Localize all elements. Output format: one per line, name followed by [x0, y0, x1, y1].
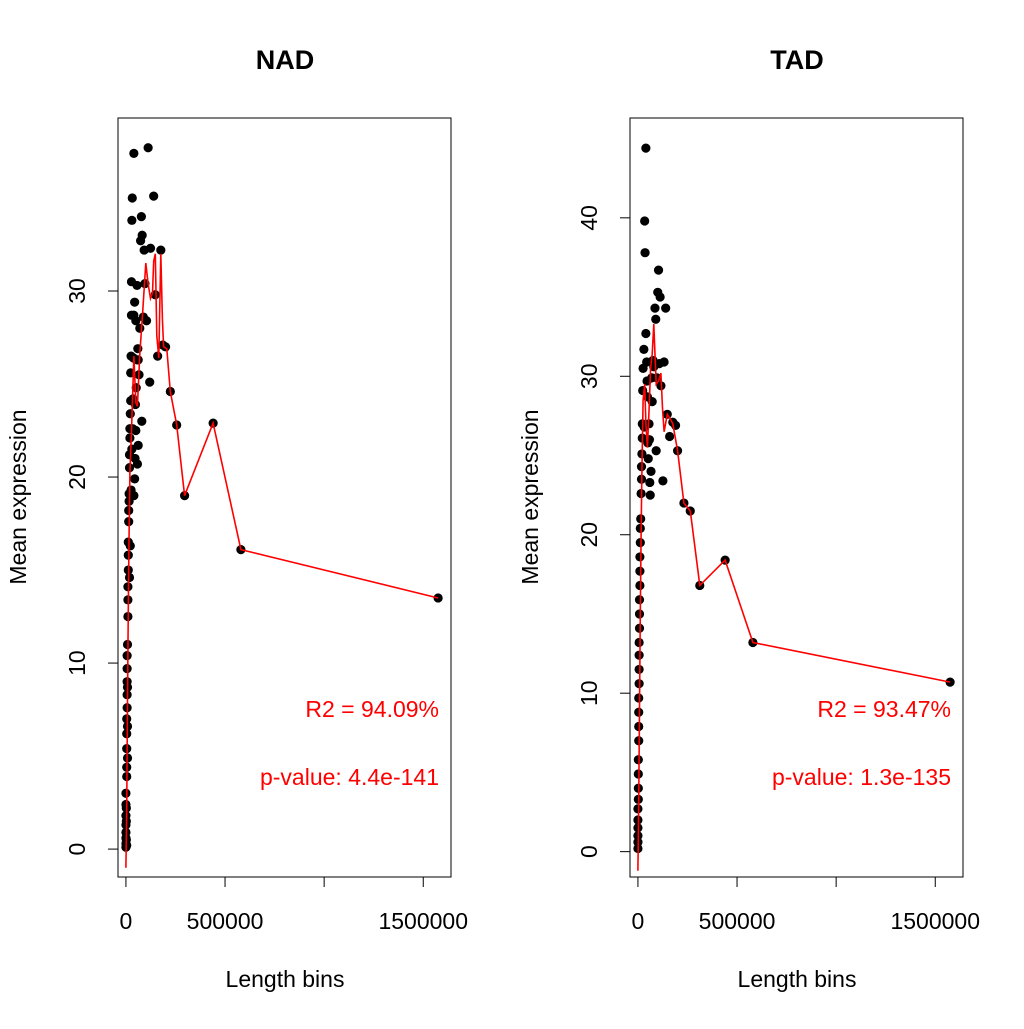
data-point — [640, 248, 650, 258]
data-point — [141, 316, 152, 326]
data-point — [127, 215, 137, 225]
data-point — [160, 342, 171, 352]
data-point — [125, 409, 135, 419]
y-tick-label: 0 — [64, 843, 90, 856]
data-point — [132, 459, 143, 469]
data-point — [156, 245, 166, 255]
data-point — [646, 466, 656, 476]
data-point — [145, 377, 155, 387]
r2-annotation: R2 = 93.47% — [817, 696, 951, 722]
p-value-annotation: p-value: 1.3e-135 — [772, 764, 951, 790]
fit-line — [125, 253, 439, 868]
y-tick-label: 10 — [64, 650, 90, 676]
data-point — [635, 523, 645, 533]
data-point — [136, 211, 146, 222]
data-point — [641, 143, 651, 153]
data-point — [130, 297, 140, 307]
data-point — [655, 292, 665, 302]
panel-tad: TAD Length bins Mean expression R2 = 93.… — [517, 45, 980, 992]
data-point — [145, 243, 156, 253]
panel-nad: NAD Length bins Mean expression R2 = 94.… — [5, 45, 468, 992]
data-point — [634, 637, 644, 648]
data-point — [658, 476, 668, 486]
data-point — [651, 314, 661, 324]
chart-title: NAD — [256, 45, 315, 75]
x-tick-label: 1500000 — [378, 908, 468, 934]
data-point — [635, 566, 645, 576]
data-point — [121, 788, 131, 798]
data-point — [645, 490, 655, 500]
r2-annotation: R2 = 94.09% — [305, 696, 439, 722]
data-point — [665, 431, 675, 442]
data-point — [643, 454, 653, 464]
data-point — [640, 216, 650, 226]
data-point — [137, 416, 147, 426]
y-tick-label: 30 — [64, 278, 90, 304]
x-axis-label: Length bins — [738, 966, 857, 992]
data-point — [659, 357, 669, 367]
data-point — [125, 541, 135, 551]
x-axis-label: Length bins — [226, 966, 345, 992]
data-point — [127, 193, 137, 203]
data-point — [131, 316, 141, 326]
data-point — [153, 351, 163, 361]
y-tick-label: 20 — [64, 464, 90, 490]
x-tick-label: 500000 — [699, 908, 776, 934]
chart-title: TAD — [770, 45, 824, 75]
y-axis-label: Mean expression — [517, 409, 543, 584]
data-point — [639, 344, 649, 354]
data-point — [133, 440, 143, 451]
y-tick-label: 20 — [576, 522, 602, 548]
data-point — [124, 572, 135, 583]
data-point — [130, 474, 140, 484]
data-point — [125, 433, 135, 443]
y-tick-label: 40 — [576, 205, 602, 231]
data-point — [135, 323, 145, 333]
data-point — [945, 677, 955, 687]
data-point — [129, 148, 139, 158]
data-point — [645, 477, 655, 488]
data-point — [137, 230, 147, 240]
data-point — [641, 328, 651, 339]
data-point — [651, 446, 661, 456]
data-point — [129, 491, 139, 501]
p-value-annotation: p-value: 4.4e-141 — [260, 764, 439, 790]
data-point — [433, 593, 443, 603]
x-tick-label: 500000 — [187, 908, 264, 934]
data-point — [131, 425, 141, 436]
x-tick-label: 1500000 — [890, 908, 980, 934]
data-point — [650, 303, 660, 313]
data-point — [635, 552, 645, 562]
y-tick-label: 10 — [576, 680, 602, 706]
y-tick-label: 30 — [576, 363, 602, 389]
data-point — [149, 191, 159, 201]
data-point — [132, 280, 142, 291]
y-tick-label: 0 — [576, 845, 602, 858]
fit-line — [637, 323, 951, 871]
y-axis-label: Mean expression — [5, 409, 31, 584]
data-point — [634, 693, 644, 703]
data-point — [634, 650, 644, 660]
data-point — [634, 595, 645, 605]
data-point — [661, 303, 671, 313]
x-tick-label: 0 — [120, 908, 133, 934]
x-tick-label: 0 — [632, 908, 645, 934]
data-point — [143, 143, 153, 153]
data-point — [653, 265, 664, 275]
